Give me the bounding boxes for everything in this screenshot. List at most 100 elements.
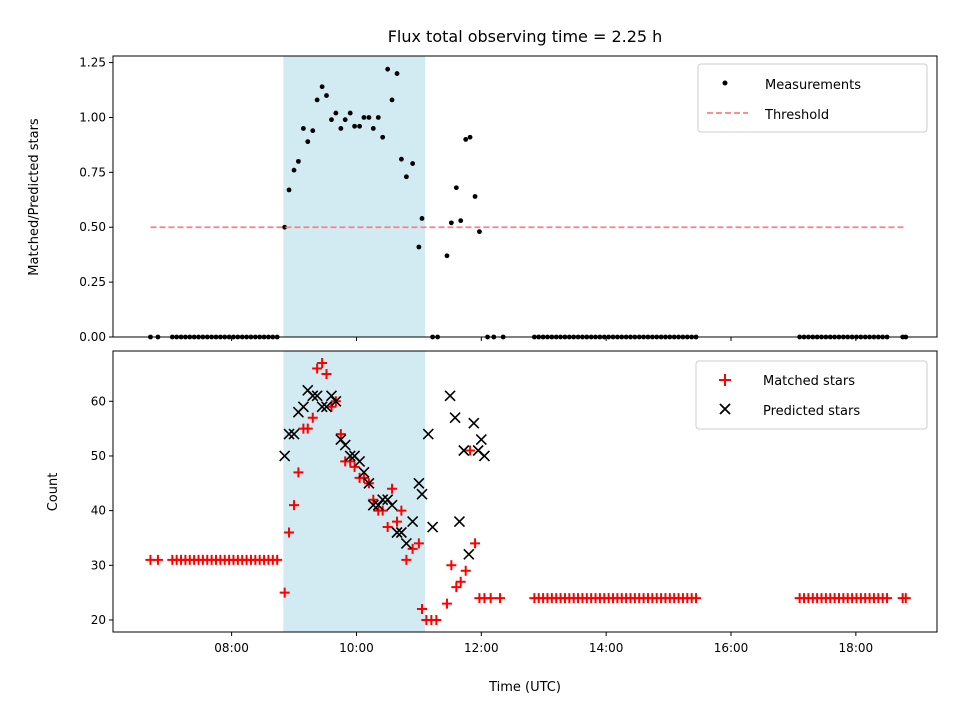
x-axis-label: Time (UTC) — [488, 680, 561, 695]
bottom-y-tick-label: 20 — [91, 613, 106, 627]
measurements-point — [314, 97, 320, 103]
predicted-stars-point — [358, 466, 370, 478]
bottom-legend-box — [695, 360, 928, 430]
predicted-stars-point — [320, 401, 333, 413]
measurements-point — [291, 167, 297, 173]
measurements-point — [467, 134, 473, 140]
matched-stars-point — [387, 483, 398, 494]
predicted-stars-point — [344, 450, 356, 462]
predicted-stars-point — [449, 412, 461, 424]
measurements-point — [305, 139, 311, 145]
x-tick-label: 14:00 — [589, 641, 624, 655]
bottom-panel: 08:00 10:00 12:00 14:00 16:00 18:00 20 30 40 50 60… — [46, 350, 938, 695]
matched-stars-point — [465, 445, 476, 456]
matched-stars-point — [417, 604, 427, 615]
bottom-panel-ylabel: Count — [46, 473, 61, 512]
matched-stars-point — [431, 614, 442, 625]
measurements-point — [458, 218, 464, 224]
measurements-point — [385, 66, 391, 72]
matched-stars-point — [312, 363, 323, 374]
measurements-point — [370, 126, 376, 131]
bottom-panel-marks — [145, 358, 911, 625]
predicted-stars-point — [330, 395, 342, 407]
predicted-stars-point — [413, 477, 425, 489]
measurements-point — [352, 123, 357, 129]
measurements-point — [347, 110, 353, 116]
measurements-point — [472, 194, 478, 199]
matched-stars-point — [900, 593, 911, 604]
predicted-stars-point — [367, 499, 379, 511]
x-tick-label: 08:00 — [214, 641, 249, 655]
matched-stars-point — [368, 494, 379, 505]
measurements-point — [310, 128, 316, 134]
matched-stars-point — [284, 527, 295, 538]
measurements-point — [394, 71, 400, 76]
predicted-stars-point — [307, 390, 319, 402]
measurements-point — [361, 115, 367, 120]
measurements-point — [333, 110, 339, 116]
measurements-point — [389, 97, 395, 103]
matched-stars-point — [317, 358, 328, 369]
predicted-stars-point — [468, 417, 480, 429]
legend-matched-label: Matched stars — [763, 374, 855, 389]
measurements-point — [399, 156, 404, 162]
measurements-point — [366, 115, 372, 120]
measurements-point — [403, 174, 409, 180]
matched-stars-point — [152, 554, 163, 565]
top-panel-ylabel: Matched/Predicted stars — [27, 118, 42, 276]
matched-stars-point — [279, 587, 290, 598]
predicted-stars-point — [427, 521, 439, 533]
measurements-point — [380, 134, 386, 140]
matched-stars-point — [882, 593, 893, 604]
chart-title: Flux total observing time = 2.25 h — [388, 27, 663, 46]
top-y-tick-label: 0.75 — [79, 165, 106, 179]
matched-stars-point — [485, 593, 496, 604]
x-tick-label: 10:00 — [339, 641, 374, 655]
predicted-stars-point — [391, 526, 403, 539]
legend-matched-marker — [719, 374, 731, 386]
predicted-stars-point — [311, 390, 323, 402]
measurements-point — [410, 161, 416, 166]
predicted-stars-point — [297, 401, 309, 413]
bottom-y-tick-label: 40 — [91, 504, 106, 518]
x-tick-label: 18:00 — [839, 641, 874, 655]
measurements-point — [324, 93, 329, 98]
predicted-stars-point — [400, 537, 412, 550]
matched-stars-point — [302, 423, 313, 434]
top-legend-box — [697, 63, 928, 133]
matched-stars-point — [413, 538, 424, 549]
matched-stars-point — [392, 516, 403, 527]
measurements-point — [463, 137, 469, 142]
bottom-panel-frame — [112, 350, 938, 633]
matched-stars-point — [455, 576, 466, 587]
top-panel-legend: Measurements Threshold — [697, 63, 928, 133]
matched-stars-point — [691, 593, 702, 604]
predicted-stars-point — [453, 516, 466, 528]
bottom-panel-legend: Matched stars Predicted stars — [695, 360, 928, 430]
legend-predicted-marker — [719, 403, 731, 415]
predicted-stars-point — [377, 494, 389, 506]
matched-stars-point — [441, 598, 452, 609]
legend-predicted-label: Predicted stars — [763, 404, 860, 419]
top-y-tick-label: 1.00 — [79, 110, 106, 124]
measurements-point — [419, 216, 425, 221]
predicted-stars-point — [422, 428, 434, 440]
predicted-stars-point — [339, 439, 351, 451]
bottom-y-tick-label: 50 — [91, 449, 106, 463]
measurements-point — [342, 117, 348, 123]
top-panel: 0.00 0.25 0.50 0.75 1.00 1.25 Matched/Predict… — [27, 55, 938, 344]
measurements-point — [448, 220, 454, 226]
matched-stars-point — [307, 412, 318, 423]
matched-stars-point — [382, 522, 393, 533]
bottom-panel-shaded-region — [283, 351, 426, 632]
predicted-stars-point — [288, 428, 300, 440]
predicted-stars-point — [354, 455, 366, 467]
bottom-y-tick-label: 60 — [91, 394, 106, 408]
top-panel-shaded-region — [283, 56, 426, 337]
x-tick-label: 12:00 — [464, 641, 499, 655]
matched-stars-point — [349, 461, 360, 472]
matched-stars-point — [401, 554, 412, 565]
predicted-stars-point — [395, 526, 407, 539]
measurements-point — [375, 115, 381, 120]
